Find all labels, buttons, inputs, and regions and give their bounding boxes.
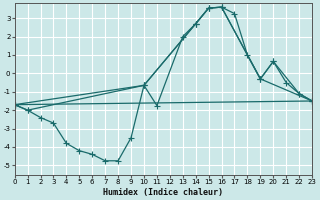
X-axis label: Humidex (Indice chaleur): Humidex (Indice chaleur) xyxy=(103,188,223,197)
